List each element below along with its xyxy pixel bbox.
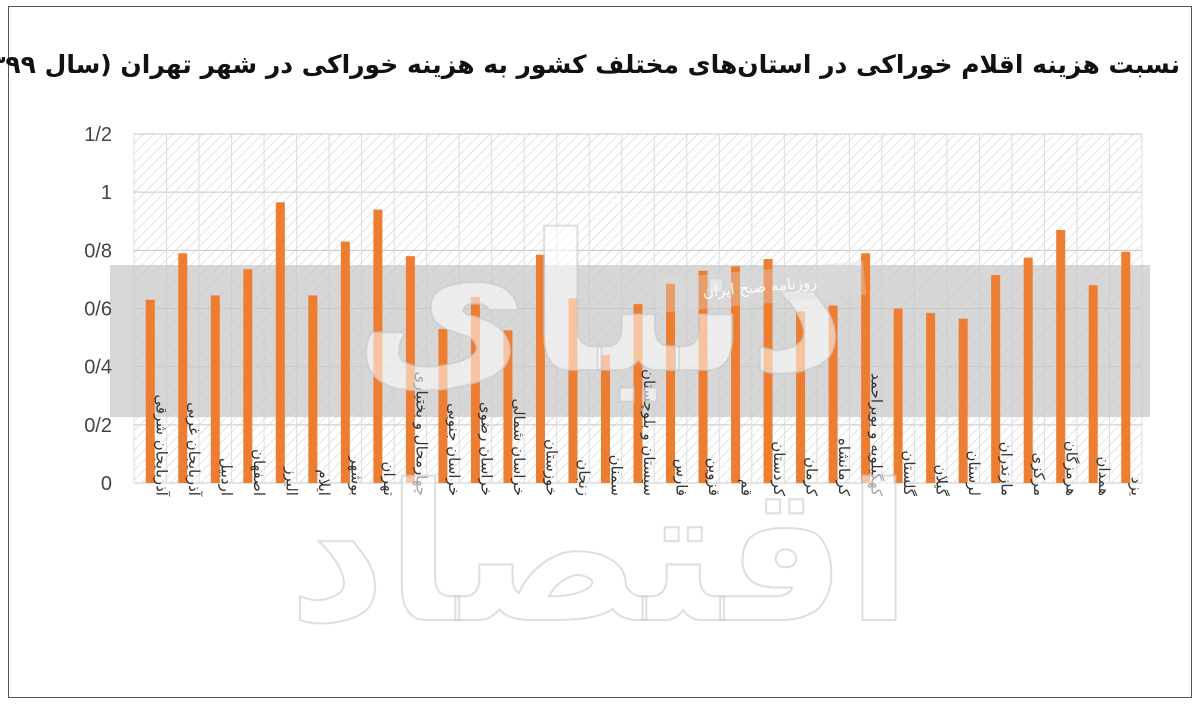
x-tick-label: تهران (380, 461, 398, 496)
bar (763, 259, 773, 483)
bar (503, 330, 513, 483)
bar (893, 308, 903, 483)
bar (828, 305, 838, 483)
bar (926, 312, 936, 483)
bar (698, 270, 708, 483)
x-tick-label: بوشهر (347, 455, 365, 496)
bar (145, 299, 155, 483)
bar (340, 241, 350, 483)
x-tick-label: لرستان (965, 450, 983, 496)
bar (535, 254, 545, 483)
x-tick-label: خوزستان (542, 439, 560, 496)
bar (308, 295, 318, 483)
x-tick-label: خراسان رضوی (477, 402, 495, 496)
bar (861, 253, 871, 483)
x-tick-label: یزد (1128, 477, 1146, 496)
x-tick-label: آذربایجان غربی (185, 402, 203, 497)
x-tick-label: خراسان جنوبی (445, 403, 463, 496)
bar (210, 295, 220, 483)
bar (796, 311, 806, 483)
bar (958, 318, 968, 483)
y-tick-label: 0/8 (84, 240, 112, 262)
bar (731, 266, 741, 483)
bar (470, 296, 480, 483)
x-tick-label: آذربایجان شرقی (152, 394, 170, 496)
x-tick-label: گلستان (900, 450, 918, 496)
x-tick-label: همدان (1095, 456, 1113, 496)
x-tick-label: اردبیل (217, 458, 235, 496)
bar (438, 328, 448, 483)
watermark-logo: دنیای اقتصاد (287, 193, 918, 666)
x-tick-label: مازندران (998, 442, 1016, 496)
y-tick-label: 0/2 (84, 415, 112, 437)
x-tick-label: کرمانشاه (835, 438, 853, 497)
x-tick-label: چهارمحال و بختیاری (412, 372, 430, 496)
bar (633, 304, 643, 483)
bar (243, 269, 253, 483)
x-tick-label: فارس (673, 459, 691, 496)
x-tick-label: ایلام (315, 469, 333, 496)
x-tick-label: قزوین (705, 458, 723, 496)
bar (1023, 257, 1033, 483)
bar (666, 283, 676, 483)
y-tick-label: 1 (101, 182, 112, 204)
x-tick-label: کهگیلویه و بویراحمد (868, 373, 886, 497)
x-tick-label: زنجان (575, 459, 593, 496)
x-tick-label: قم (738, 479, 756, 496)
y-tick-label: 0/6 (84, 299, 112, 321)
bar (178, 253, 188, 483)
bar (991, 275, 1001, 483)
bar (1121, 251, 1131, 483)
x-tick-label: سمنان (607, 455, 625, 496)
x-tick-label: کرمان (803, 457, 821, 497)
bar (405, 256, 415, 483)
x-tick-label: مرکزی (1030, 453, 1048, 496)
x-tick-label: هرمزگان (1063, 441, 1081, 496)
chart-title: نسبت هزینه اقلام خوراکی در استان‌های مخت… (0, 50, 1180, 79)
x-tick-label: سیستان و بلوچستان (640, 369, 658, 496)
x-tick-label: گیلان (933, 464, 951, 496)
x-tick-label: اصفهان (250, 449, 268, 496)
bar (275, 202, 285, 484)
y-tick-label: 1/2 (84, 124, 112, 146)
x-tick-label: البرز (282, 466, 300, 496)
x-tick-label: کردستان (770, 441, 788, 497)
y-tick-label: 0/4 (84, 357, 112, 379)
bar (1088, 285, 1098, 483)
bar (373, 209, 383, 483)
bar (568, 298, 578, 483)
bar (1056, 229, 1066, 483)
x-tick-label: خراسان شمالی (510, 398, 528, 496)
y-tick-label: 0 (101, 473, 112, 495)
bar (600, 355, 610, 483)
